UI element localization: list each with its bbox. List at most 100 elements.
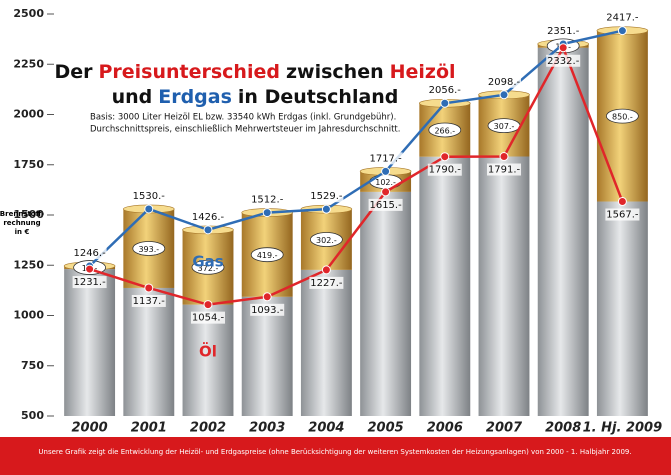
value-label: 1790.- bbox=[429, 165, 462, 176]
value-label: 1615.- bbox=[369, 200, 402, 211]
series-line bbox=[89, 44, 624, 306]
value-label-bg bbox=[191, 311, 225, 324]
x-tick-label: 2001 bbox=[131, 421, 167, 436]
data-point bbox=[381, 187, 391, 197]
value-label: 2098.- bbox=[488, 77, 521, 88]
data-point bbox=[144, 283, 154, 293]
difference-label: 102.- bbox=[375, 178, 396, 187]
y-axis-label: rechnung bbox=[3, 219, 40, 227]
value-label: 1530.- bbox=[133, 191, 166, 202]
coin-stack-silver bbox=[596, 201, 648, 416]
coin-stack-silver bbox=[64, 269, 116, 416]
y-axis-label: Brennstoff- bbox=[0, 210, 44, 218]
difference-label: 266.- bbox=[434, 126, 455, 135]
data-point bbox=[381, 166, 391, 176]
y-tick-label: 1750 bbox=[13, 158, 44, 171]
value-label: 2351.- bbox=[547, 26, 580, 37]
title-part: zwischen bbox=[286, 61, 384, 83]
coin-stack-silver bbox=[478, 156, 530, 416]
subtitle: Basis: 3000 Liter Heizöl EL bzw. 33540 k… bbox=[90, 113, 396, 123]
data-point bbox=[321, 265, 331, 275]
value-label-bg bbox=[546, 24, 581, 37]
coin-stack-silver bbox=[419, 156, 471, 416]
value-label: 2417.- bbox=[606, 13, 639, 24]
value-label-bg bbox=[250, 303, 285, 316]
value-label-bg bbox=[487, 163, 521, 176]
data-point bbox=[499, 152, 509, 162]
difference-label: 302.- bbox=[316, 236, 337, 245]
data-point bbox=[440, 152, 450, 162]
footer: Unsere Grafik zeigt die Entwicklung der … bbox=[38, 448, 631, 456]
x-tick-label: 1. Hj. 2009 bbox=[583, 421, 663, 436]
data-point bbox=[617, 26, 627, 36]
x-tick-label: 2003 bbox=[249, 421, 285, 436]
data-point bbox=[321, 204, 331, 214]
coin-stack-silver bbox=[300, 269, 352, 416]
y-tick-label: 750 bbox=[21, 359, 44, 372]
data-point bbox=[499, 90, 509, 100]
value-label-bg bbox=[605, 208, 640, 221]
value-label: 1426.- bbox=[192, 212, 225, 223]
value-label: 1717.- bbox=[369, 153, 402, 164]
x-tick-label: 2006 bbox=[427, 421, 463, 436]
difference-oval bbox=[606, 108, 639, 124]
difference-oval bbox=[191, 259, 225, 275]
value-label: 1137.- bbox=[133, 296, 166, 307]
value-label: 1567.- bbox=[606, 210, 639, 221]
data-point bbox=[144, 204, 154, 214]
value-label-bg bbox=[72, 276, 107, 289]
y-tick-label: 1000 bbox=[13, 309, 44, 322]
x-tick-label: 2000 bbox=[72, 421, 108, 436]
difference-label: 419.- bbox=[257, 251, 278, 260]
y-tick-label: 500 bbox=[21, 409, 44, 422]
coin-stack-silver bbox=[360, 191, 412, 416]
x-tick-label: 2002 bbox=[190, 421, 226, 436]
value-label: 1093.- bbox=[251, 305, 284, 316]
y-tick-label: 1250 bbox=[13, 258, 44, 271]
chart-title: Der Preisunterschied zwischen Heizöl bbox=[54, 61, 455, 83]
legend-label: Öl bbox=[199, 342, 217, 361]
title-part: und bbox=[112, 86, 153, 108]
value-label-bg bbox=[309, 190, 344, 203]
value-label: 1512.- bbox=[251, 195, 284, 206]
value-label: 2056.- bbox=[429, 85, 462, 96]
difference-oval bbox=[250, 247, 284, 263]
y-axis-label: in € bbox=[15, 228, 30, 236]
value-label: 2332.- bbox=[547, 56, 580, 67]
title-part: Heizöl bbox=[390, 61, 456, 83]
y-tick-label: 2000 bbox=[13, 108, 44, 121]
value-label-bg bbox=[546, 54, 581, 67]
value-label-bg bbox=[427, 163, 462, 176]
x-tick-label: 2008 bbox=[545, 421, 581, 436]
difference-label: 850.- bbox=[612, 113, 633, 122]
title-part: Erdgas bbox=[158, 86, 232, 108]
coin-stack-silver bbox=[123, 287, 175, 416]
footer-band bbox=[0, 437, 671, 475]
series-line bbox=[88, 29, 623, 267]
y-tick-label: 1500 bbox=[13, 208, 44, 221]
difference-oval bbox=[309, 232, 343, 247]
data-point bbox=[85, 264, 95, 274]
title-part: in Deutschland bbox=[238, 86, 398, 108]
value-label: 1529.- bbox=[310, 191, 343, 202]
title-part: Der bbox=[54, 61, 93, 83]
value-label-bg bbox=[250, 193, 285, 206]
data-point bbox=[203, 300, 213, 310]
data-point bbox=[558, 43, 568, 53]
chart-title: und Erdgas in Deutschland bbox=[112, 86, 399, 108]
value-label-bg bbox=[131, 294, 166, 307]
value-label: 1791.- bbox=[488, 165, 521, 176]
value-label: 1227.- bbox=[310, 278, 343, 289]
difference-label: 372.- bbox=[198, 264, 219, 273]
data-point bbox=[262, 292, 272, 302]
value-label: 1246.- bbox=[73, 248, 106, 259]
value-label-bg bbox=[368, 198, 403, 211]
coin-stack-silver bbox=[537, 47, 589, 416]
value-label-bg bbox=[427, 84, 462, 97]
title-part: Preisunterschied bbox=[98, 61, 280, 83]
value-label-bg bbox=[605, 11, 640, 24]
legend-label: Gas bbox=[192, 253, 223, 271]
coin-stack-silver bbox=[241, 296, 293, 416]
data-point bbox=[203, 225, 213, 235]
